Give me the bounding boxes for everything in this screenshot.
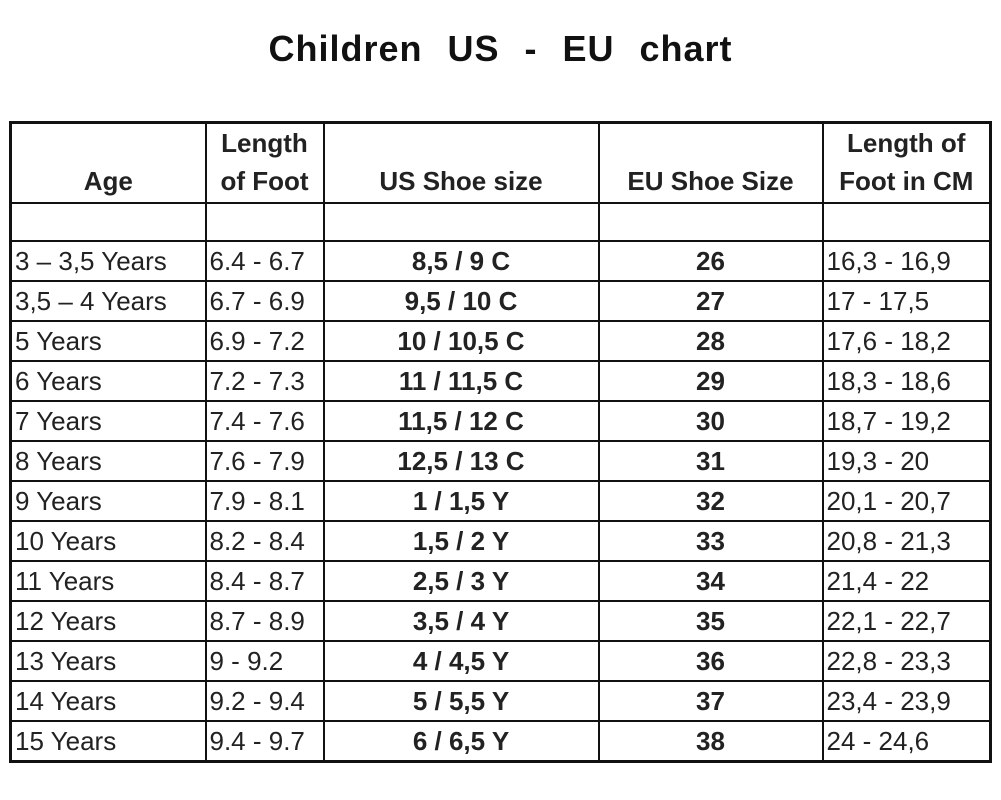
cell: 17,6 - 18,2 (821, 320, 992, 362)
title: Children US - EU chart (268, 28, 733, 69)
cell: 11 / 11,5 C (322, 360, 600, 402)
cell (322, 202, 600, 242)
cell: 10 Years (9, 520, 207, 562)
cell: 20,1 - 20,7 (821, 480, 992, 522)
cell: 1 / 1,5 Y (322, 480, 600, 522)
table-row: 3,5 – 4 Years 6.7 - 6.9 9,5 / 10 C 27 17 - 1… (9, 280, 992, 322)
cell: 8.2 - 8.4 (204, 520, 325, 562)
cell (821, 202, 992, 242)
cell: 10 / 10,5 C (322, 320, 600, 362)
cell (9, 202, 207, 242)
cell: 26 (597, 240, 824, 282)
header-cell: EU Shoe Size (597, 121, 824, 204)
cell: 6.7 - 6.9 (204, 280, 325, 322)
table-row: 3 – 3,5 Years 6.4 - 6.7 8,5 / 9 C 26 16,3 - … (9, 240, 992, 282)
cell: 15 Years (9, 720, 207, 763)
cell: 12 Years (9, 600, 207, 642)
cell: 9.2 - 9.4 (204, 680, 325, 722)
header-row: Age Length of Foot US Shoe size EU Shoe Siz… (9, 121, 992, 204)
cell: 8 Years (9, 440, 207, 482)
table-row: 5 Years 6.9 - 7.2 10 / 10,5 C 28 17,6 - 18,2 (9, 320, 992, 362)
cell: 7.4 - 7.6 (204, 400, 325, 442)
cell: 6 Years (9, 360, 207, 402)
cell: 34 (597, 560, 824, 602)
cell: 3,5 / 4 Y (322, 600, 600, 642)
cell: 19,3 - 20 (821, 440, 992, 482)
table-row: 6 Years 7.2 - 7.3 11 / 11,5 C 29 18,3 - 18,6 (9, 360, 992, 402)
header-cell: US Shoe size (322, 121, 600, 204)
table-row: 8 Years 7.6 - 7.9 12,5 / 13 C 31 19,3 - 20 (9, 440, 992, 482)
header-cell: Length of Foot (204, 121, 325, 204)
cell: 36 (597, 640, 824, 682)
header-cell: Age (9, 121, 207, 204)
cell: 18,7 - 19,2 (821, 400, 992, 442)
cell: 11,5 / 12 C (322, 400, 600, 442)
cell: 9 - 9.2 (204, 640, 325, 682)
cell: 13 Years (9, 640, 207, 682)
cell: 38 (597, 720, 824, 763)
cell: 9,5 / 10 C (322, 280, 600, 322)
cell: 23,4 - 23,9 (821, 680, 992, 722)
cell: 5 / 5,5 Y (322, 680, 600, 722)
cell: 2,5 / 3 Y (322, 560, 600, 602)
cell (204, 202, 325, 242)
table-row: 11 Years 8.4 - 8.7 2,5 / 3 Y 34 21,4 - 22 (9, 560, 992, 602)
cell (597, 202, 824, 242)
spacer-row (9, 202, 992, 242)
cell: 12,5 / 13 C (322, 440, 600, 482)
cell: 30 (597, 400, 824, 442)
table-row: 15 Years 9.4 - 9.7 6 / 6,5 Y 38 24 - 24,6 (9, 720, 992, 763)
cell: 7.2 - 7.3 (204, 360, 325, 402)
table-row: 12 Years 8.7 - 8.9 3,5 / 4 Y 35 22,1 - 22,7 (9, 600, 992, 642)
cell: 28 (597, 320, 824, 362)
cell: 27 (597, 280, 824, 322)
table-row: 14 Years 9.2 - 9.4 5 / 5,5 Y 37 23,4 - 23,9 (9, 680, 992, 722)
cell: 24 - 24,6 (821, 720, 992, 763)
cell: 8.4 - 8.7 (204, 560, 325, 602)
cell: 6.4 - 6.7 (204, 240, 325, 282)
cell: 8.7 - 8.9 (204, 600, 325, 642)
table-row: 9 Years 7.9 - 8.1 1 / 1,5 Y 32 20,1 - 20,7 (9, 480, 992, 522)
cell: 3 – 3,5 Years (9, 240, 207, 282)
cell: 7.9 - 8.1 (204, 480, 325, 522)
cell: 32 (597, 480, 824, 522)
cell: 9 Years (9, 480, 207, 522)
cell: 7 Years (9, 400, 207, 442)
cell: 29 (597, 360, 824, 402)
cell: 6 / 6,5 Y (322, 720, 600, 763)
cell: 16,3 - 16,9 (821, 240, 992, 282)
cell: 35 (597, 600, 824, 642)
cell: 20,8 - 21,3 (821, 520, 992, 562)
cell: 31 (597, 440, 824, 482)
cell: 17 - 17,5 (821, 280, 992, 322)
cell: 1,5 / 2 Y (322, 520, 600, 562)
cell: 18,3 - 18,6 (821, 360, 992, 402)
cell: 11 Years (9, 560, 207, 602)
cell: 5 Years (9, 320, 207, 362)
cell: 22,1 - 22,7 (821, 600, 992, 642)
cell: 33 (597, 520, 824, 562)
cell: 9.4 - 9.7 (204, 720, 325, 763)
size-table: Age Length of Foot US Shoe size EU Shoe Siz… (9, 121, 992, 763)
header-cell: Length of Foot in CM (821, 121, 992, 204)
table-row: 13 Years 9 - 9.2 4 / 4,5 Y 36 22,8 - 23,3 (9, 640, 992, 682)
cell: 21,4 - 22 (821, 560, 992, 602)
cell: 6.9 - 7.2 (204, 320, 325, 362)
cell: 22,8 - 23,3 (821, 640, 992, 682)
cell: 3,5 – 4 Years (9, 280, 207, 322)
table-row: 10 Years 8.2 - 8.4 1,5 / 2 Y 33 20,8 - 21,3 (9, 520, 992, 562)
cell: 8,5 / 9 C (322, 240, 600, 282)
cell: 37 (597, 680, 824, 722)
cell: 7.6 - 7.9 (204, 440, 325, 482)
cell: 4 / 4,5 Y (322, 640, 600, 682)
table-row: 7 Years 7.4 - 7.6 11,5 / 12 C 30 18,7 - 19,2 (9, 400, 992, 442)
cell: 14 Years (9, 680, 207, 722)
